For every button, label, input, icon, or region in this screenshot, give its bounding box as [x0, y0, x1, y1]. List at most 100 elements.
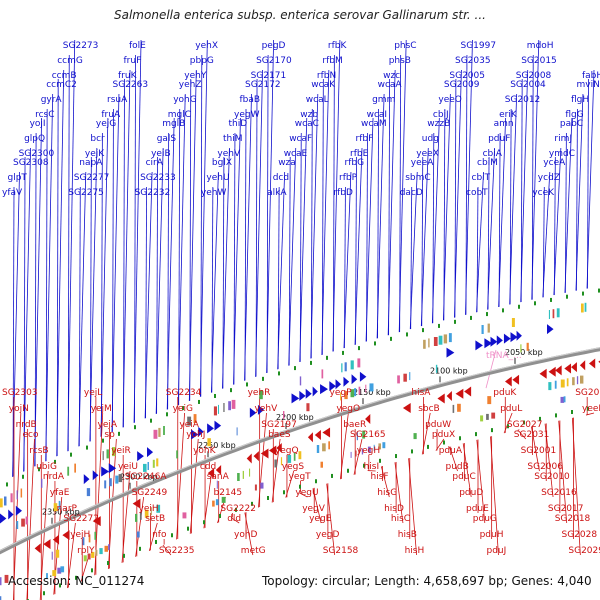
track-tick: [203, 520, 205, 525]
gene-label-phsc: phsC: [394, 41, 416, 51]
callout-line: [339, 412, 349, 480]
feature-block-forward: [435, 364, 438, 373]
callout-line: [498, 117, 507, 308]
track-tick: [390, 336, 392, 341]
gene-label-sg2272: SG2272: [63, 514, 99, 524]
track-tick: [171, 533, 173, 538]
reverse-gene-arrow: [34, 543, 41, 554]
callout-line: [564, 117, 573, 293]
feature-block-forward: [321, 369, 324, 379]
callout-line: [398, 39, 407, 333]
callout-line: [576, 108, 578, 291]
callout-line: [299, 132, 302, 362]
gene-label-yeex: yeeX: [416, 149, 439, 159]
gene-label-baer: baeR: [343, 420, 366, 430]
gene-label-hisf: hisF: [371, 472, 389, 482]
gene-label-yejg: yejG: [96, 119, 116, 129]
forward-gene-arrow: [335, 379, 342, 390]
callout-line: [222, 156, 225, 389]
callout-line: [188, 69, 197, 401]
gene-label-ccmc2: ccmC2: [46, 80, 77, 90]
gene-label-yfae: yfaE: [50, 488, 70, 498]
callout-line: [420, 147, 429, 327]
callout-line: [244, 108, 247, 381]
gene-label-pduf: pduF: [488, 134, 510, 144]
genome-backbone: [0, 347, 600, 555]
gene-label-sg2308: SG2308: [13, 158, 49, 168]
gene-label-bcr: bcr: [90, 134, 105, 144]
gene-label-pudb: pudB: [446, 462, 469, 472]
callout-line: [89, 156, 92, 442]
feature-block-forward: [358, 386, 361, 395]
feature-block-forward: [41, 478, 43, 488]
feature-block-reverse: [274, 459, 277, 468]
feature-block-forward: [283, 411, 285, 419]
callout-line: [587, 78, 589, 289]
feature-block-reverse: [88, 534, 91, 543]
track-tick: [118, 431, 120, 436]
gene-label-wcac: wcaC: [295, 119, 319, 129]
gene-label-yohg: yohG: [173, 95, 197, 105]
gene-label-sg2029: SG2029: [568, 546, 600, 556]
callout-line: [233, 132, 236, 385]
gene-label-rfbk: rfbK: [328, 41, 348, 51]
forward-gene-arrow: [510, 332, 518, 343]
track-tick: [70, 452, 72, 457]
gene-label-sg2197: SG2197: [261, 420, 297, 430]
gene-label-gyra: gyrA: [41, 95, 63, 105]
feature-block-forward: [403, 373, 407, 382]
gene-label-rsua: rsuA: [107, 95, 128, 105]
track-tick: [395, 454, 397, 459]
gene-label-yeib: yeiB: [151, 149, 171, 159]
feature-block-reverse: [320, 461, 323, 468]
forward-gene-arrow: [503, 333, 511, 344]
callout-line: [443, 108, 446, 321]
gene-label-gmm: gmm: [372, 95, 395, 105]
feature-block-reverse: [486, 413, 489, 420]
callout-line: [122, 69, 131, 428]
track-tick: [571, 410, 573, 415]
gene-label-yohd: yohD: [234, 530, 258, 540]
callout-line: [288, 147, 297, 366]
gene-label-sg2158: SG2158: [323, 546, 359, 556]
feature-block-forward: [581, 303, 584, 313]
gene-label-yehx: yehX: [195, 41, 218, 51]
feature-block-reverse: [237, 473, 240, 481]
forward-gene-arrow: [496, 335, 503, 346]
gene-label-sg2009: SG2009: [444, 80, 480, 90]
track-tick: [379, 458, 381, 463]
callout-line: [123, 78, 125, 428]
gene-label-sg2273: SG2273: [63, 41, 99, 51]
gene-label-frua: fruA: [101, 110, 121, 120]
gene-label-pbpg: pbpG: [190, 56, 214, 66]
feature-block-forward: [213, 406, 217, 416]
track-tick: [299, 484, 301, 489]
gene-label-yeih: yeiH: [139, 504, 159, 514]
forward-gene-arrow: [546, 324, 554, 335]
feature-block-forward: [365, 384, 367, 393]
callout-line: [509, 93, 518, 305]
feature-block-forward: [25, 516, 28, 525]
feature-block-forward: [487, 323, 490, 333]
gene-label-fbab: fbaB: [240, 95, 261, 105]
gene-label-fruk: fruK: [118, 71, 138, 81]
feature-block-reverse: [373, 444, 375, 451]
callout-line: [45, 108, 48, 462]
track-tick: [507, 424, 509, 429]
feature-block-reverse: [221, 496, 226, 503]
gene-label-metg: metG: [241, 546, 266, 556]
callout-line: [162, 544, 172, 556]
reverse-gene-arrow: [539, 368, 547, 379]
forward-gene-arrow: [198, 426, 204, 437]
track-tick: [491, 428, 493, 433]
feature-block-forward: [259, 390, 263, 400]
gene-label-sg2031: SG2031: [514, 430, 550, 440]
callout-line: [100, 132, 103, 437]
feature-block-reverse: [356, 432, 358, 441]
gene-label-ycdz: ycdZ: [538, 173, 560, 183]
gene-label-yejk: yejK: [85, 149, 105, 159]
track-tick: [150, 418, 152, 423]
callout-line: [310, 93, 319, 359]
callout-line: [67, 39, 76, 452]
